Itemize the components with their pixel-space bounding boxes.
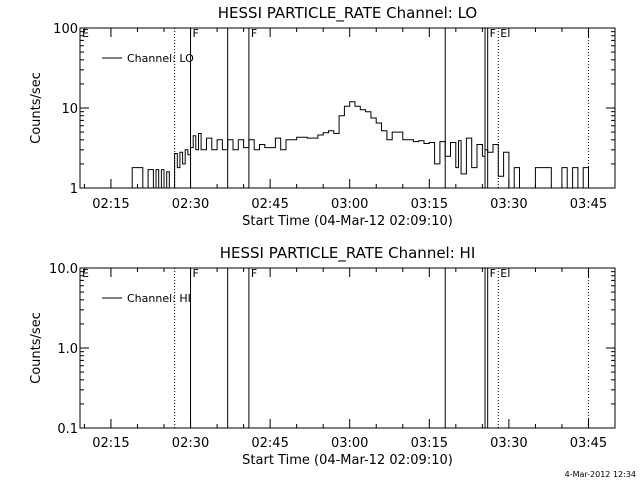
x-tick-label: 03:00: [331, 436, 368, 451]
x-tick-label: 02:15: [92, 436, 129, 451]
x-axis-label: Start Time (04-Mar-12 02:09:10): [242, 453, 453, 468]
event-label: E: [500, 267, 507, 280]
y-tick-label: 0.1: [57, 422, 78, 437]
event-label: E: [82, 27, 89, 40]
x-tick-label: 03:45: [570, 197, 607, 212]
y-tick-label: 1: [70, 182, 78, 197]
y-tick-label: 10.0: [49, 262, 78, 277]
legend-label: Channel: HI: [127, 292, 191, 305]
chart-title: HESSI PARTICLE_RATE Channel: LO: [218, 4, 477, 23]
event-label: E: [82, 267, 89, 280]
x-tick-label: 02:15: [92, 197, 129, 212]
x-tick-label: 03:00: [331, 197, 368, 212]
x-tick-label: 03:30: [490, 197, 527, 212]
y-tick-label: 10: [61, 102, 78, 117]
x-tick-label: 03:45: [570, 436, 607, 451]
event-label: F: [251, 267, 257, 280]
y-axis-label: Counts/sec: [29, 312, 44, 384]
event-label: F: [490, 267, 496, 280]
chart-lo-channel: HESSI PARTICLE_RATE Channel: LO 1 10 100 02:…: [29, 4, 616, 229]
y-tick-label: 1.0: [57, 342, 78, 357]
series-line: [126, 101, 589, 189]
y-tick-label: 100: [53, 22, 78, 37]
chart-hi-channel: HESSI PARTICLE_RATE Channel: HI 0.1 1.0 10.…: [29, 244, 616, 468]
x-tick-label: 02:30: [172, 436, 209, 451]
x-tick-label: 03:30: [490, 436, 527, 451]
event-label: F: [490, 27, 496, 40]
x-tick-label: 02:30: [172, 197, 209, 212]
x-axis-label: Start Time (04-Mar-12 02:09:10): [242, 214, 453, 229]
footer-timestamp: 4-Mar-2012 12:34: [565, 470, 636, 479]
event-label: F: [193, 267, 199, 280]
y-axis-label: Counts/sec: [29, 72, 44, 144]
event-label: F: [193, 27, 199, 40]
x-tick-label: 02:45: [251, 436, 288, 451]
event-label: F: [251, 27, 257, 40]
legend-label: Channel: LO: [127, 52, 194, 65]
x-tick-label: 03:15: [411, 197, 448, 212]
chart-title: HESSI PARTICLE_RATE Channel: HI: [220, 244, 476, 263]
x-tick-label: 02:45: [251, 197, 288, 212]
event-label: E: [500, 27, 507, 40]
x-tick-label: 03:15: [411, 436, 448, 451]
